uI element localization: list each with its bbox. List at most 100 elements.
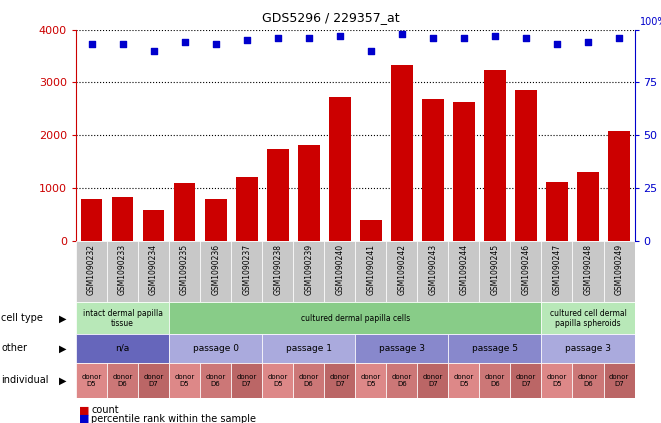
Bar bbox=[356, 241, 386, 302]
Text: 100%: 100% bbox=[640, 17, 661, 27]
Bar bbox=[262, 241, 293, 302]
Text: GSM1090232: GSM1090232 bbox=[87, 244, 96, 295]
Text: ■: ■ bbox=[79, 414, 90, 423]
Bar bbox=[572, 363, 603, 398]
Point bbox=[459, 35, 469, 41]
Bar bbox=[138, 241, 169, 302]
Bar bbox=[541, 241, 572, 302]
Point bbox=[117, 41, 128, 48]
Text: donor
D6: donor D6 bbox=[112, 374, 133, 387]
Bar bbox=[329, 97, 350, 241]
Text: individual: individual bbox=[1, 376, 49, 385]
Point bbox=[366, 47, 376, 54]
Text: GSM1090237: GSM1090237 bbox=[242, 244, 251, 295]
Text: GSM1090249: GSM1090249 bbox=[615, 244, 623, 295]
Point bbox=[334, 33, 345, 39]
Bar bbox=[603, 241, 635, 302]
Text: donor
D5: donor D5 bbox=[453, 374, 474, 387]
Text: passage 1: passage 1 bbox=[286, 344, 332, 353]
Text: cell type: cell type bbox=[1, 313, 43, 323]
Text: passage 3: passage 3 bbox=[379, 344, 425, 353]
Text: passage 0: passage 0 bbox=[192, 344, 239, 353]
Text: n/a: n/a bbox=[116, 344, 130, 353]
Bar bbox=[76, 302, 169, 334]
Text: GSM1090246: GSM1090246 bbox=[522, 244, 531, 295]
Text: GSM1090243: GSM1090243 bbox=[428, 244, 438, 295]
Bar bbox=[138, 363, 169, 398]
Bar bbox=[169, 241, 200, 302]
Bar bbox=[603, 363, 635, 398]
Bar bbox=[479, 241, 510, 302]
Bar bbox=[510, 363, 541, 398]
Bar bbox=[515, 91, 537, 241]
Point bbox=[148, 47, 159, 54]
Text: GSM1090235: GSM1090235 bbox=[180, 244, 189, 295]
Text: GSM1090244: GSM1090244 bbox=[459, 244, 469, 295]
Point bbox=[521, 35, 531, 41]
Point bbox=[272, 35, 283, 41]
Text: ■: ■ bbox=[79, 405, 90, 415]
Text: cultured cell dermal
papilla spheroids: cultured cell dermal papilla spheroids bbox=[549, 309, 627, 328]
Text: donor
D5: donor D5 bbox=[175, 374, 195, 387]
Bar bbox=[112, 197, 134, 241]
Bar bbox=[386, 241, 417, 302]
Bar bbox=[76, 334, 169, 363]
Point bbox=[583, 39, 594, 46]
Text: GSM1090245: GSM1090245 bbox=[490, 244, 500, 295]
Bar bbox=[510, 241, 541, 302]
Point bbox=[241, 37, 252, 44]
Bar bbox=[356, 363, 386, 398]
Bar bbox=[262, 334, 356, 363]
Text: GSM1090247: GSM1090247 bbox=[553, 244, 561, 295]
Bar bbox=[541, 334, 635, 363]
Bar bbox=[608, 131, 630, 241]
Text: donor
D5: donor D5 bbox=[268, 374, 288, 387]
Bar bbox=[231, 241, 262, 302]
Bar bbox=[422, 99, 444, 241]
Bar bbox=[448, 334, 541, 363]
Bar bbox=[169, 302, 541, 334]
Bar bbox=[325, 363, 356, 398]
Bar bbox=[262, 363, 293, 398]
Bar bbox=[267, 149, 289, 241]
Bar bbox=[577, 172, 599, 241]
Point bbox=[179, 39, 190, 46]
Bar bbox=[572, 241, 603, 302]
Bar bbox=[81, 199, 102, 241]
Bar bbox=[76, 241, 107, 302]
Text: cultured dermal papilla cells: cultured dermal papilla cells bbox=[301, 314, 410, 323]
Text: GSM1090242: GSM1090242 bbox=[397, 244, 407, 295]
Text: GDS5296 / 229357_at: GDS5296 / 229357_at bbox=[262, 11, 399, 24]
Text: donor
D6: donor D6 bbox=[392, 374, 412, 387]
Text: GSM1090240: GSM1090240 bbox=[335, 244, 344, 295]
Text: donor
D7: donor D7 bbox=[516, 374, 536, 387]
Text: donor
D6: donor D6 bbox=[578, 374, 598, 387]
Bar bbox=[325, 241, 356, 302]
Text: donor
D7: donor D7 bbox=[237, 374, 257, 387]
Bar bbox=[417, 241, 448, 302]
Point bbox=[490, 33, 500, 39]
Bar bbox=[541, 363, 572, 398]
Bar bbox=[386, 363, 417, 398]
Bar bbox=[356, 334, 448, 363]
Bar bbox=[76, 363, 107, 398]
Text: donor
D7: donor D7 bbox=[609, 374, 629, 387]
Point bbox=[614, 35, 625, 41]
Bar bbox=[298, 145, 320, 241]
Text: donor
D7: donor D7 bbox=[143, 374, 164, 387]
Point bbox=[552, 41, 563, 48]
Bar bbox=[360, 220, 381, 241]
Bar bbox=[169, 334, 262, 363]
Text: GSM1090238: GSM1090238 bbox=[273, 244, 282, 295]
Text: count: count bbox=[91, 405, 119, 415]
Point bbox=[428, 35, 438, 41]
Text: ▶: ▶ bbox=[59, 343, 66, 353]
Bar bbox=[107, 241, 138, 302]
Bar bbox=[205, 199, 227, 241]
Bar bbox=[293, 241, 325, 302]
Point bbox=[86, 41, 97, 48]
Text: passage 3: passage 3 bbox=[565, 344, 611, 353]
Text: donor
D7: donor D7 bbox=[330, 374, 350, 387]
Bar bbox=[453, 102, 475, 241]
Bar bbox=[200, 241, 231, 302]
